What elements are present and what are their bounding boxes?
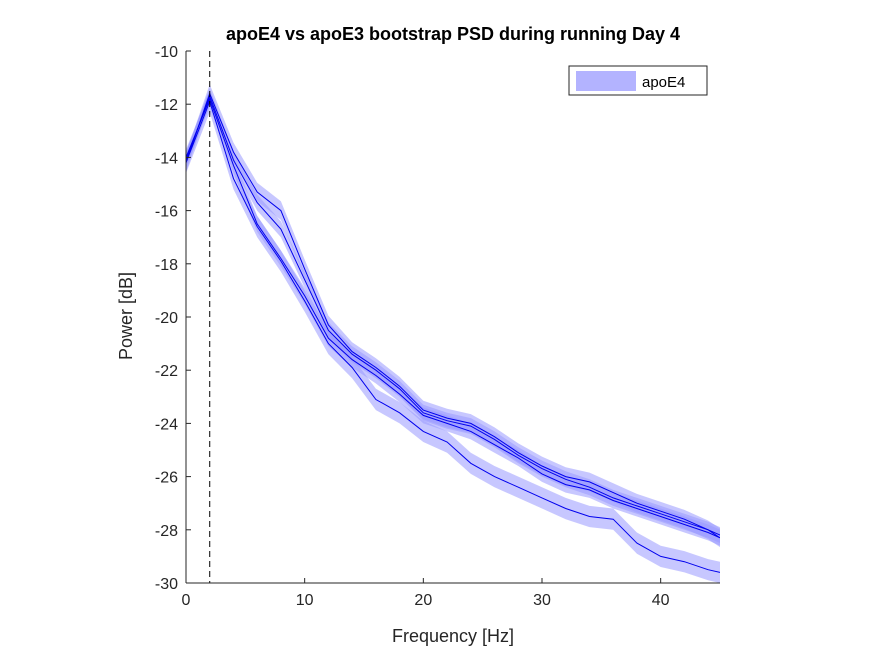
x-tick-label-40: 40 [652,592,670,609]
series-line-1 [186,92,720,539]
data-layer [186,84,720,583]
y-tick-label--18: -18 [155,257,178,274]
x-tick-label-20: 20 [414,592,432,609]
y-tick-label--12: -12 [155,97,178,114]
plot-area: 0 10 20 30 40 -10 -12 -14 -16 -18 -20 -22 -24 -26 -28 -… [155,44,720,609]
y-tick-label--14: -14 [155,150,178,167]
chart-title: apoE4 vs apoE3 bootstrap PSD during runn… [226,24,680,44]
y-tick-label--30: -30 [155,576,178,593]
series-line-3 [186,94,720,536]
series-line-2 [186,97,720,539]
y-tick-label--16: -16 [155,204,178,221]
y-tick-label--22: -22 [155,363,178,380]
x-tick-label-30: 30 [533,592,551,609]
y-tick-label--20: -20 [155,310,178,327]
y-tick-label--24: -24 [155,416,178,433]
series-line-4 [186,99,720,573]
x-axis-label: Frequency [Hz] [392,626,514,646]
x-tick-label-0: 0 [182,592,191,609]
legend-label: apoE4 [642,74,685,91]
x-tick-label-10: 10 [296,592,314,609]
y-axis-label: Power [dB] [116,272,136,360]
y-tick-label--10: -10 [155,44,178,61]
y-tick-label--28: -28 [155,523,178,540]
y-tick-label--26: -26 [155,470,178,487]
legend-swatch [576,71,636,91]
